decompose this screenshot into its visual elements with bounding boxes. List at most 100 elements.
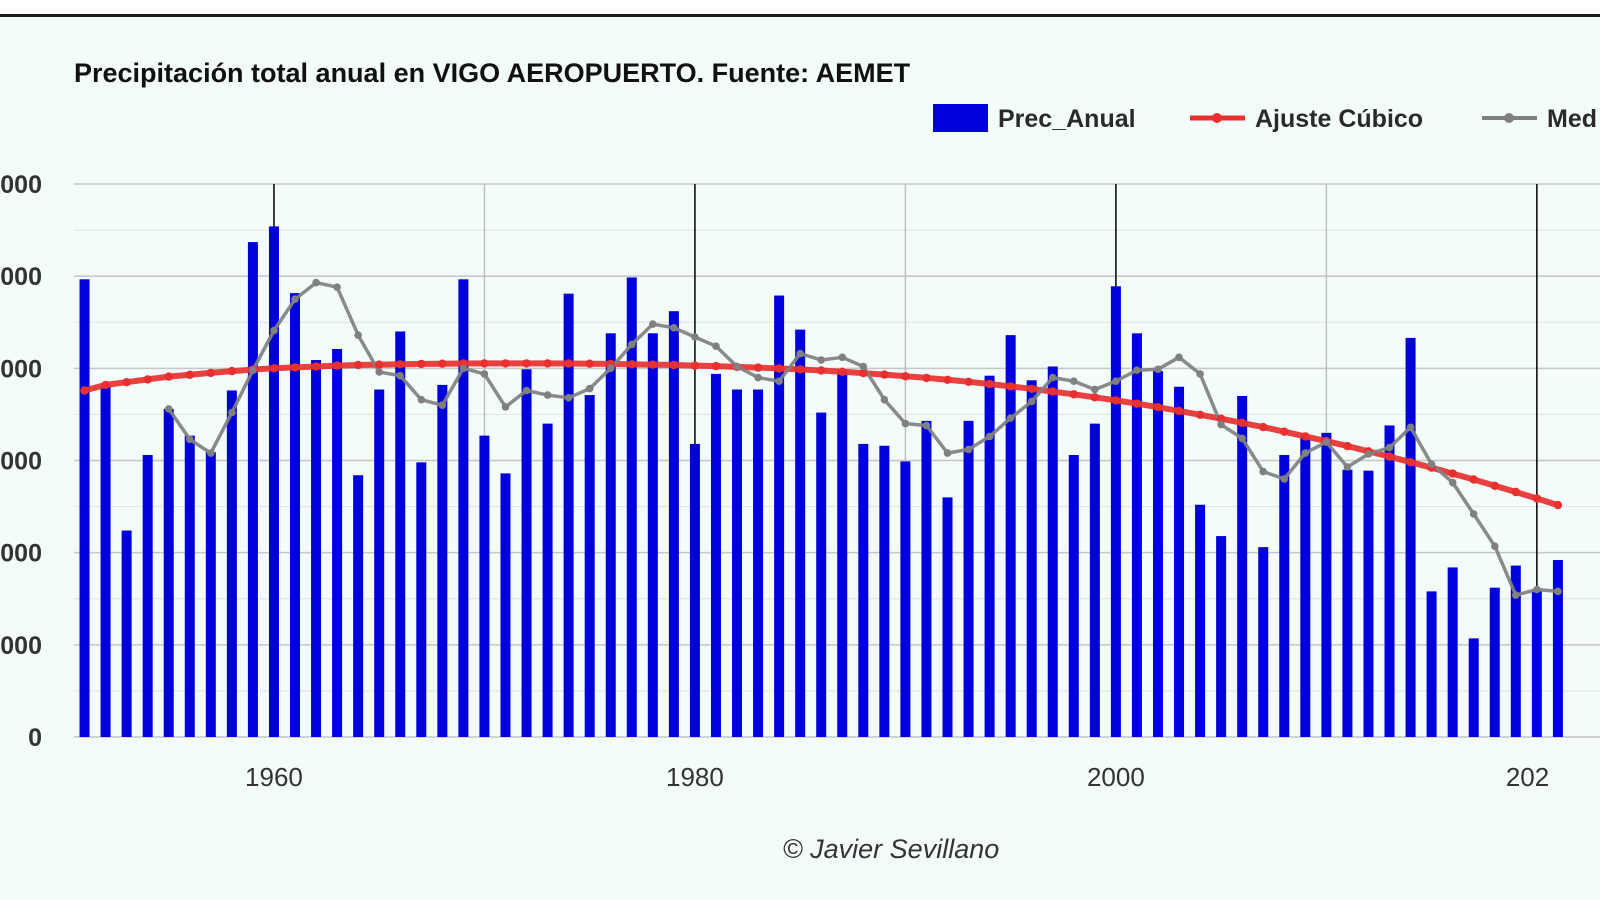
point-ajuste-cubico-1997 [1048, 387, 1057, 396]
bar-prec-anual-2013 [1384, 425, 1395, 737]
point-ajuste-cubico-1952 [101, 380, 110, 390]
point-med-2020 [1533, 585, 1541, 594]
bar-prec-anual-2003 [1174, 386, 1185, 737]
point-med-1984 [775, 377, 783, 386]
point-ajuste-cubico-1954 [143, 375, 152, 384]
point-ajuste-cubico-1975 [585, 359, 594, 368]
point-med-2014 [1406, 423, 1415, 432]
bar-prec-anual-1991 [921, 420, 932, 737]
point-med-1973 [543, 391, 552, 399]
legend: Prec_Anual Ajuste Cúbico Med [933, 104, 1597, 133]
y-tick-label: 000 [0, 355, 42, 383]
point-med-1961 [291, 295, 299, 304]
y-tick-label: 000 [0, 448, 42, 476]
point-ajuste-cubico-1957 [206, 368, 215, 378]
point-ajuste-cubico-1995 [1006, 382, 1015, 391]
bar-prec-anual-1954 [142, 454, 153, 737]
bar-prec-anual-1997 [1047, 366, 1058, 737]
point-ajuste-cubico-2000 [1111, 396, 1121, 405]
point-ajuste-cubico-1963 [332, 361, 342, 370]
bar-prec-anual-1990 [900, 461, 911, 737]
point-med-1977 [628, 340, 636, 349]
bar-prec-anual-1971 [500, 473, 511, 737]
point-ajuste-cubico-2020 [1532, 494, 1542, 503]
point-med-1978 [649, 320, 657, 328]
point-med-1971 [501, 403, 510, 411]
x-tick-label: 2000 [1087, 762, 1145, 792]
point-ajuste-cubico-1964 [354, 360, 363, 370]
bar-prec-anual-1989 [879, 445, 890, 737]
point-ajuste-cubico-1987 [838, 367, 847, 376]
x-axis-tick-labels: 1960 1980 2000 202 [245, 762, 1549, 792]
point-med-1958 [228, 408, 236, 417]
points-layer [80, 278, 1563, 599]
point-med-1995 [1006, 414, 1015, 422]
point-med-2001 [1133, 366, 1141, 375]
point-ajuste-cubico-2013 [1385, 452, 1394, 461]
point-ajuste-cubico-2009 [1301, 432, 1310, 441]
point-med-1993 [964, 445, 973, 454]
point-med-1966 [396, 371, 405, 380]
point-med-2015 [1427, 460, 1436, 469]
bar-prec-anual-1958 [226, 390, 237, 737]
bar-prec-anual-2016 [1447, 567, 1458, 737]
bar-prec-anual-2010 [1321, 432, 1332, 737]
y-tick-label: 000 [0, 263, 42, 291]
legend-marker-med [1504, 113, 1514, 123]
legend-swatch-prec-anual [933, 104, 988, 132]
bar-prec-anual-1975 [584, 395, 595, 737]
point-ajuste-cubico-2005 [1216, 414, 1226, 423]
point-med-1991 [922, 421, 931, 430]
point-ajuste-cubico-2018 [1490, 481, 1500, 490]
point-med-1963 [333, 283, 341, 292]
point-med-1979 [670, 324, 678, 332]
bar-prec-anual-1998 [1068, 454, 1079, 737]
bar-prec-anual-2011 [1342, 469, 1353, 737]
bar-prec-anual-2015 [1426, 591, 1437, 737]
bar-prec-anual-1962 [311, 360, 322, 737]
point-med-1981 [712, 342, 720, 351]
point-ajuste-cubico-1970 [480, 359, 489, 368]
point-med-2011 [1343, 463, 1352, 471]
point-med-1976 [606, 364, 615, 373]
point-med-2012 [1364, 450, 1373, 458]
x-tick-label: 1980 [666, 762, 724, 792]
bar-prec-anual-1977 [626, 277, 637, 737]
point-med-2000 [1112, 377, 1120, 386]
y-tick-label: 000 [0, 632, 42, 660]
bar-prec-anual-1970 [479, 435, 490, 737]
bar-prec-anual-2004 [1195, 504, 1206, 737]
credit: © Javier Sevillano [783, 834, 1000, 864]
point-ajuste-cubico-1956 [185, 370, 194, 379]
x-tick-label: 1960 [245, 762, 303, 792]
point-med-1989 [880, 395, 889, 404]
point-med-1985 [796, 349, 804, 358]
bar-prec-anual-2019 [1510, 565, 1521, 737]
bar-prec-anual-2006 [1237, 395, 1248, 737]
bar-prec-anual-2020 [1531, 591, 1542, 737]
bar-prec-anual-1953 [121, 530, 132, 737]
point-med-1962 [312, 278, 320, 287]
legend-label-ajuste-cubico: Ajuste Cúbico [1255, 105, 1423, 133]
bar-prec-anual-1965 [374, 389, 385, 737]
point-med-2010 [1322, 438, 1331, 446]
bar-prec-anual-2018 [1489, 587, 1500, 737]
bar-prec-anual-2017 [1468, 638, 1479, 737]
bar-prec-anual-2005 [1216, 536, 1227, 737]
chart-title: Precipitación total anual en VIGO AEROPU… [74, 58, 911, 88]
point-ajuste-cubico-1977 [627, 360, 636, 369]
point-ajuste-cubico-1985 [796, 365, 805, 374]
point-ajuste-cubico-1981 [711, 361, 721, 371]
point-ajuste-cubico-1962 [311, 362, 321, 371]
bar-prec-anual-1987 [837, 370, 848, 737]
point-ajuste-cubico-2001 [1132, 399, 1142, 408]
point-ajuste-cubico-1960 [269, 364, 279, 373]
bar-prec-anual-1968 [437, 384, 448, 737]
point-ajuste-cubico-2006 [1238, 418, 1247, 428]
bar-prec-anual-2007 [1258, 547, 1269, 737]
bars-layer [79, 226, 1563, 737]
point-ajuste-cubico-1961 [290, 363, 300, 372]
point-ajuste-cubico-2016 [1448, 469, 1457, 478]
point-med-1996 [1027, 397, 1036, 406]
